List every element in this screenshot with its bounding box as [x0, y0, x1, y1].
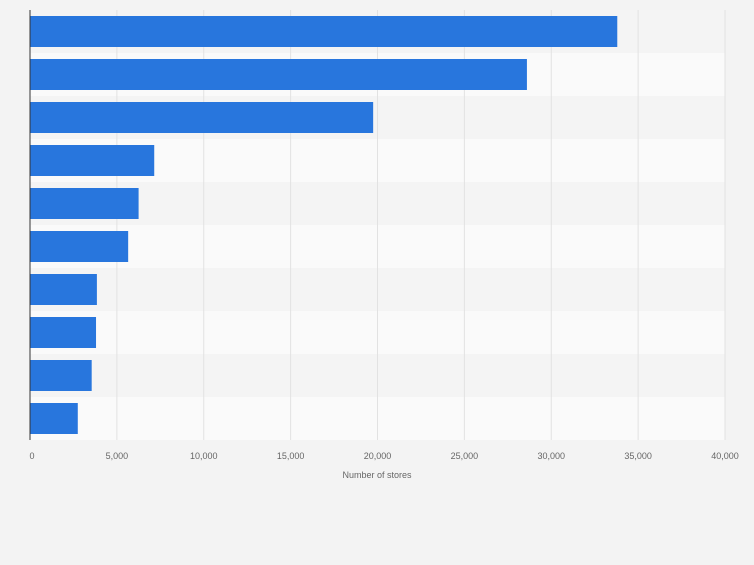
x-tick-label: 40,000 — [711, 451, 739, 461]
x-axis-label: Number of stores — [342, 470, 412, 480]
x-tick-label: 5,000 — [106, 451, 129, 461]
bar — [30, 231, 129, 262]
bar — [30, 16, 618, 47]
x-tick-label: 0 — [29, 451, 34, 461]
x-tick-label: 10,000 — [190, 451, 218, 461]
x-tick-label: 15,000 — [277, 451, 305, 461]
bar — [30, 145, 155, 176]
bar — [30, 102, 374, 133]
x-tick-label: 30,000 — [537, 451, 565, 461]
x-tick-label: 20,000 — [364, 451, 392, 461]
bar — [30, 274, 97, 305]
x-tick-labels: 0 5,000 10,000 15,000 20,000 25,000 30,000 35,0… — [29, 451, 738, 461]
bar — [30, 403, 78, 434]
bar — [30, 188, 139, 219]
bar — [30, 360, 92, 391]
bar — [30, 59, 527, 90]
x-tick-label: 35,000 — [624, 451, 652, 461]
bars — [30, 16, 618, 434]
x-tick-label: 25,000 — [451, 451, 479, 461]
bar — [30, 317, 97, 348]
